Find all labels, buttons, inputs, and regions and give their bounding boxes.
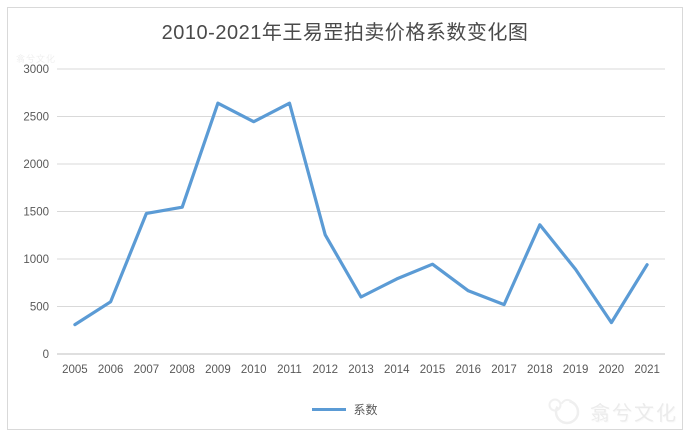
chart-frame: 2010-2021年王易罡拍卖价格系数变化图 0 500 1000 1500 2000 2… xyxy=(7,7,683,430)
x-tick-label: 2017 xyxy=(491,364,517,376)
x-tick-label: 2019 xyxy=(563,364,589,376)
y-tick-label: 500 xyxy=(30,302,49,314)
series-line xyxy=(73,101,649,327)
x-tick-label: 2021 xyxy=(634,364,660,376)
x-tick-label: 2010 xyxy=(241,364,267,376)
x-tick-label: 2016 xyxy=(455,364,481,376)
x-tick-label: 2014 xyxy=(384,364,410,376)
y-tick-label: 1500 xyxy=(23,207,49,219)
legend-line-swatch xyxy=(312,407,347,411)
x-tick-label: 2007 xyxy=(134,364,160,376)
y-tick-label: 2500 xyxy=(23,112,49,124)
x-tick-label: 2015 xyxy=(420,364,446,376)
y-tick-label: 3000 xyxy=(23,64,49,76)
watermark-logo-icon xyxy=(548,398,580,425)
watermark-text: 翕兮文化 xyxy=(590,402,678,425)
x-tick-label: 2020 xyxy=(599,364,625,376)
legend-series-label: 系数 xyxy=(353,402,378,417)
x-tick-label: 2008 xyxy=(169,364,195,376)
watermark: 翕兮文化 xyxy=(546,395,678,427)
y-tick-label: 0 xyxy=(43,349,49,361)
x-tick-label: 2009 xyxy=(205,364,231,376)
x-tick-label: 2011 xyxy=(277,364,302,376)
y-tick-label: 1000 xyxy=(23,254,49,266)
x-tick-label: 2013 xyxy=(348,364,374,376)
watermark-text-faint: 翕兮文化 xyxy=(16,54,57,64)
x-tick-label: 2005 xyxy=(62,364,88,376)
legend: 系数 xyxy=(8,398,682,420)
chart-title: 2010-2021年王易罡拍卖价格系数变化图 xyxy=(161,22,529,44)
x-tick-label: 2006 xyxy=(98,364,124,376)
y-tick-label: 2000 xyxy=(23,159,49,171)
x-tick-label: 2018 xyxy=(527,364,553,376)
x-tick-label: 2012 xyxy=(312,364,338,376)
line-chart-plot-area: 0 500 1000 1500 2000 2500 3000 2005 2006 2007 2008… xyxy=(23,64,665,376)
